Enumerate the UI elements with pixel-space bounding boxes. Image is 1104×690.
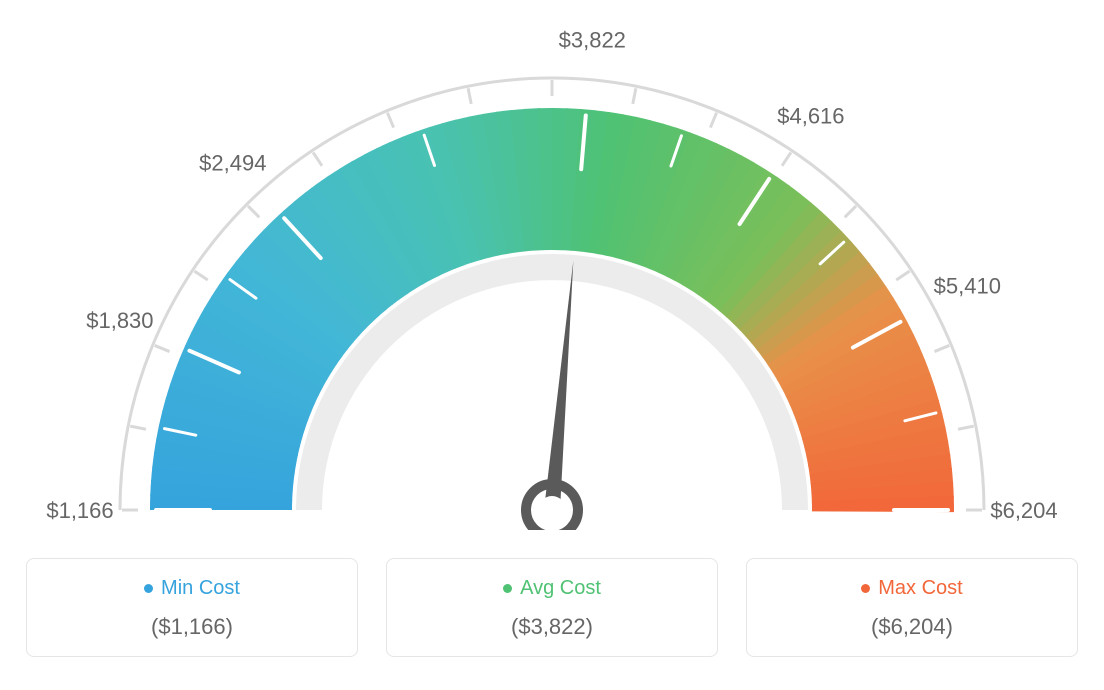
legend-card-min: Min Cost ($1,166) <box>26 558 358 657</box>
gauge-tick-label: $3,822 <box>559 28 626 53</box>
legend-card-avg: Avg Cost ($3,822) <box>386 558 718 657</box>
legend-value: ($1,166) <box>37 614 347 640</box>
legend-dot <box>144 584 153 593</box>
legend-dot <box>861 584 870 593</box>
gauge-tick-label: $4,616 <box>777 103 844 128</box>
gauge-needle <box>526 261 578 530</box>
gauge-tick-label: $6,204 <box>990 498 1057 523</box>
legend-title: Avg Cost <box>397 577 707 600</box>
legend-row: Min Cost ($1,166) Avg Cost ($3,822) Max Cost… <box>20 558 1084 657</box>
gauge-tick-label: $1,166 <box>46 498 113 523</box>
legend-title: Max Cost <box>757 577 1067 600</box>
cost-gauge: $1,166 $1,830 $2,494 $3,822 $4,616 $5,410 $6,2… <box>20 20 1084 530</box>
legend-title: Min Cost <box>37 577 347 600</box>
legend-value: ($6,204) <box>757 614 1067 640</box>
gauge-tick-label: $5,410 <box>934 274 1001 299</box>
legend-label: Min Cost <box>161 577 240 599</box>
legend-dot <box>503 584 512 593</box>
legend-label: Max Cost <box>878 577 962 599</box>
gauge-tick-label: $1,830 <box>86 308 153 333</box>
legend-card-max: Max Cost ($6,204) <box>746 558 1078 657</box>
gauge-tick-label: $2,494 <box>199 150 266 175</box>
gauge-svg: $1,166 $1,830 $2,494 $3,822 $4,616 $5,410 $6,2… <box>20 20 1084 530</box>
legend-label: Avg Cost <box>520 577 601 599</box>
legend-value: ($3,822) <box>397 614 707 640</box>
